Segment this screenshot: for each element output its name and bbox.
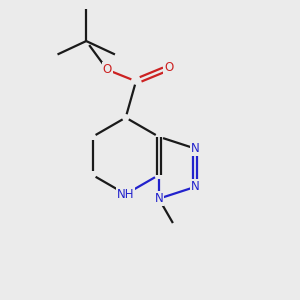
- Text: N: N: [154, 192, 163, 205]
- Text: N: N: [191, 142, 200, 155]
- Text: O: O: [164, 61, 173, 74]
- Text: NH: NH: [117, 188, 134, 201]
- Text: N: N: [191, 180, 200, 194]
- Text: O: O: [103, 63, 112, 76]
